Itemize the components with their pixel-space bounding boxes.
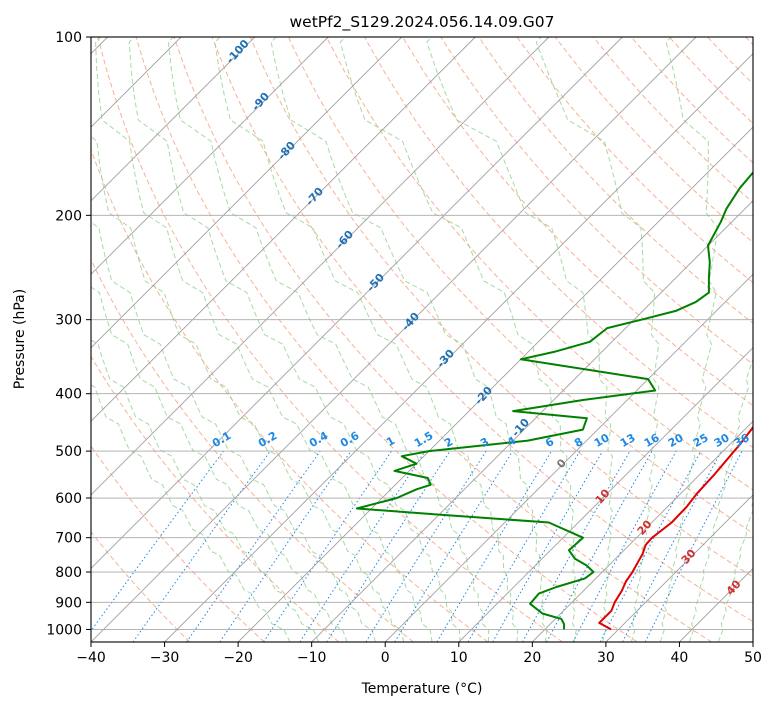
moist-adiabat-line — [128, 37, 461, 642]
moist-adiabat-line — [535, 37, 660, 642]
moist-adiabat-line — [688, 357, 753, 642]
isotherm-line — [91, 37, 403, 349]
sounding-profiles — [355, 171, 753, 631]
dry-adiabat-line — [97, 37, 563, 642]
y-tick-label: 700 — [55, 531, 82, 547]
dry-adiabat-line — [326, 37, 753, 491]
moist-adiabat-line — [426, 37, 614, 642]
x-tick-label: −10 — [297, 650, 327, 666]
mixing-ratio-line — [299, 450, 426, 642]
x-tick-label: 10 — [450, 650, 468, 666]
y-axis-label: Pressure (hPa) — [12, 289, 28, 389]
y-tick-label: 1000 — [46, 622, 82, 638]
isotherm-line — [91, 37, 256, 202]
dry-adiabat-line — [287, 37, 753, 534]
isotherms — [91, 37, 753, 642]
dry-adiabat-line — [364, 37, 753, 449]
mixing-ratio-lines — [91, 450, 743, 642]
isotherm-line — [458, 347, 753, 642]
mixing-ratio-line — [132, 450, 271, 642]
chart-title: wetPf2_S129.2024.056.14.09.G07 — [290, 13, 555, 32]
moist-adiabat-line — [91, 339, 319, 642]
isotherm-line — [384, 273, 753, 642]
isotherm-line — [311, 200, 753, 642]
mixing-ratio-line — [186, 450, 321, 642]
y-tick-label: 200 — [55, 208, 82, 224]
dry-adiabat-line — [173, 37, 713, 642]
x-tick-label: 40 — [671, 650, 689, 666]
dewpoint-profile — [355, 171, 753, 630]
isotherm-line — [91, 37, 550, 496]
y-tick-label: 500 — [55, 444, 82, 460]
plot-frame — [90, 36, 754, 643]
mixing-ratio-line — [219, 450, 352, 642]
dry-adiabat-line — [91, 355, 340, 642]
mixing-ratio-line — [546, 450, 653, 642]
dry-adiabat-line — [211, 37, 753, 623]
x-tick-label: 20 — [523, 650, 541, 666]
x-tick-label: −40 — [76, 650, 106, 666]
mixing-ratio-line — [572, 450, 677, 642]
y-tick-label: 600 — [55, 491, 82, 507]
isotherm-line — [164, 52, 753, 642]
mixing-ratio-line — [644, 450, 743, 642]
mixing-ratio-line — [263, 450, 392, 642]
isotherm-line — [91, 37, 697, 642]
x-axis: −40 −30 −20 −10 0 10 20 30 40 50 — [76, 642, 762, 666]
isotherm-line — [605, 494, 753, 642]
moist-adiabat-line — [91, 135, 405, 642]
mixing-ratio-line — [394, 450, 514, 642]
dry-adiabat-line — [440, 37, 753, 365]
y-axis: 100 200 300 400 500 600 700 800 900 1000 — [46, 30, 91, 638]
y-tick-label: 800 — [55, 565, 82, 581]
moist-adiabat-line — [95, 37, 433, 642]
isotherm-line — [91, 37, 329, 275]
moist-adiabat-line — [214, 37, 519, 642]
x-tick-label: 0 — [381, 650, 390, 666]
mixing-ratio-line — [522, 450, 631, 642]
isotherm-line — [237, 126, 753, 642]
y-tick-label: 100 — [55, 30, 82, 46]
y-tick-label: 300 — [55, 313, 82, 329]
mixing-ratio-line — [326, 450, 451, 642]
x-axis-label: Temperature (°C) — [361, 681, 483, 697]
y-tick-label: 400 — [55, 387, 82, 403]
x-tick-label: −30 — [150, 650, 180, 666]
dry-adiabat-line — [91, 530, 191, 642]
isotherm-line — [91, 37, 623, 570]
moist-adiabat-line — [91, 221, 376, 642]
x-tick-label: 50 — [744, 650, 762, 666]
dry-adiabat-line — [91, 148, 489, 642]
mixing-ratio-line — [91, 450, 224, 632]
y-tick-label: 900 — [55, 595, 82, 611]
x-tick-label: −20 — [223, 650, 253, 666]
isotherm-line — [91, 37, 476, 422]
moist-adiabat-line — [91, 384, 291, 642]
x-tick-label: 30 — [597, 650, 615, 666]
dry-adiabat-line — [91, 258, 414, 642]
isotherm-line — [531, 420, 753, 642]
temperature-profile — [598, 425, 753, 631]
dry-adiabat-line — [478, 37, 753, 324]
moist-adiabat-line — [167, 37, 490, 642]
moist-adiabat-line — [659, 37, 719, 642]
